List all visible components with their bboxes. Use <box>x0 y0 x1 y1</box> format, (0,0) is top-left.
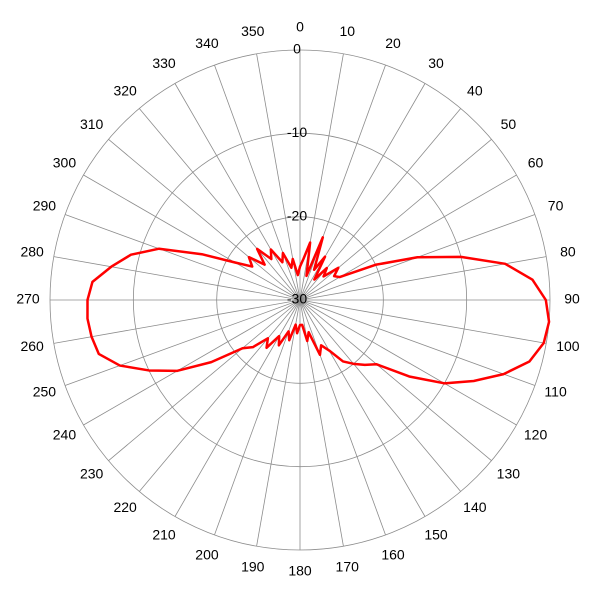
angle-label: 50 <box>501 116 517 132</box>
angle-label: 330 <box>152 55 176 71</box>
spoke <box>138 108 301 301</box>
angle-label: 170 <box>336 559 360 575</box>
angle-label: 210 <box>152 526 176 542</box>
angle-label: 190 <box>241 559 265 575</box>
r-tick-label: 0 <box>293 41 301 57</box>
spoke <box>214 299 301 536</box>
grid-ring <box>49 49 551 551</box>
angle-label: 30 <box>428 55 444 71</box>
spoke <box>299 299 462 492</box>
angle-label: 140 <box>463 499 487 515</box>
angle-label: 120 <box>524 427 548 443</box>
angle-label: 150 <box>424 526 448 542</box>
angle-label: 100 <box>556 338 580 354</box>
spoke <box>214 64 301 301</box>
angle-label: 290 <box>33 198 57 214</box>
angle-label: 10 <box>339 23 355 39</box>
angle-label: 200 <box>195 546 219 562</box>
r-tick-label: -30 <box>287 291 307 307</box>
spoke <box>174 83 301 301</box>
angle-label: 350 <box>241 23 265 39</box>
angle-label: 160 <box>381 546 405 562</box>
angle-label: 220 <box>113 499 137 515</box>
spoke <box>108 138 301 301</box>
spoke <box>64 299 301 386</box>
angle-label: 320 <box>113 82 137 98</box>
angle-label: 260 <box>20 338 44 354</box>
spoke <box>299 299 536 386</box>
spoke <box>299 174 517 301</box>
spoke <box>299 299 517 426</box>
angle-label: 110 <box>544 384 567 400</box>
angle-label: 70 <box>548 198 564 214</box>
spoke <box>83 299 301 426</box>
grid-ring <box>132 132 468 468</box>
pattern-line <box>86 236 551 385</box>
angle-label: 310 <box>80 116 104 132</box>
angle-label: 250 <box>33 384 57 400</box>
angle-label: 230 <box>80 466 104 482</box>
spoke <box>299 299 386 536</box>
angle-label: 20 <box>385 35 401 51</box>
angle-label: 240 <box>53 427 77 443</box>
angle-label: 180 <box>288 563 312 579</box>
angle-label: 340 <box>195 35 219 51</box>
grid-ring <box>216 216 384 384</box>
angle-label: 80 <box>560 243 576 259</box>
spoke <box>53 256 301 301</box>
angle-label: 270 <box>16 291 40 307</box>
spoke <box>299 299 492 462</box>
spoke <box>299 138 492 301</box>
spoke <box>299 299 547 344</box>
spoke <box>108 299 301 462</box>
angle-label: 60 <box>528 155 544 171</box>
angle-label: 40 <box>467 82 483 98</box>
angle-label: 0 <box>296 19 304 35</box>
spoke <box>64 214 301 301</box>
spoke <box>138 299 301 492</box>
angle-label: 90 <box>564 291 580 307</box>
spoke <box>83 174 301 301</box>
r-tick-label: -10 <box>287 124 307 140</box>
angle-label: 300 <box>53 155 77 171</box>
spoke <box>299 64 386 301</box>
spoke <box>299 299 426 517</box>
angle-label: 130 <box>497 466 521 482</box>
spoke <box>53 299 301 344</box>
r-tick-label: -20 <box>287 207 307 223</box>
spoke <box>256 299 301 547</box>
angle-label: 280 <box>20 243 44 259</box>
